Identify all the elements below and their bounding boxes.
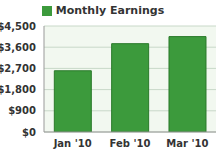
svg-text:Jan '10: Jan '10 xyxy=(53,138,92,149)
svg-text:Mar '10: Mar '10 xyxy=(166,138,208,149)
svg-text:Feb '10: Feb '10 xyxy=(110,138,151,149)
html-text:Monthly Earnings: Monthly Earnings xyxy=(55,4,165,17)
svg-text:$1,800: $1,800 xyxy=(8,84,36,95)
svg-text:$4,500: $4,500 xyxy=(8,21,36,32)
svg-text:$900: $900 xyxy=(8,105,36,116)
svg-text:$3,600: $3,600 xyxy=(8,42,36,53)
svg-text:$2,700: $2,700 xyxy=(8,63,36,74)
svg-text:$0: $0 xyxy=(22,127,36,138)
